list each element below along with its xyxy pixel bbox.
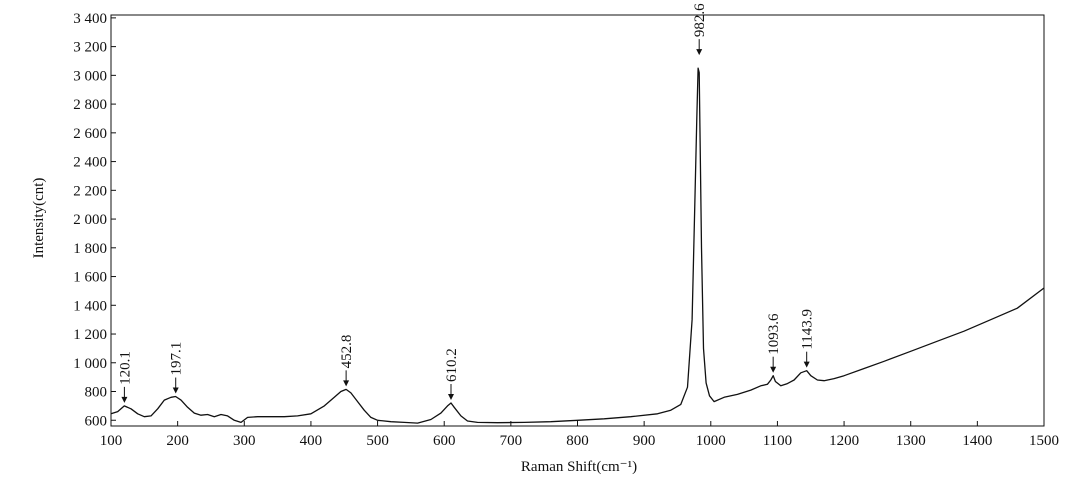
x-tick-label: 200 [166,433,189,449]
y-tick-label: 2 600 [73,126,107,142]
y-tick-label: 600 [85,413,108,429]
y-axis-title: Intensity(cnt) [31,178,47,259]
y-tick-label: 2 800 [73,97,107,113]
y-tick-label: 1 400 [73,298,107,314]
spectrum-line [110,67,1045,424]
x-tick-label: 1100 [763,433,792,449]
x-tick-label: 700 [500,433,523,449]
peak-label: 120.1 [117,351,133,385]
x-tick-label: 500 [366,433,389,449]
y-tick-label: 3 000 [73,68,107,84]
x-tick-label: 1000 [696,433,726,449]
x-tick-label: 600 [433,433,456,449]
peak-label: 982.6 [692,3,708,37]
x-tick-label: 1300 [896,433,926,449]
peak-arrow-head [172,387,179,394]
y-tick-label: 2 200 [73,183,107,199]
peak-label: 1143.9 [800,309,816,350]
peak-label: 197.1 [169,342,185,376]
peak-arrow-head [343,380,350,387]
x-tick-label: 800 [566,433,589,449]
x-tick-label: 1400 [962,433,992,449]
peak-arrow-head [696,49,703,56]
peak-label: 452.8 [339,335,355,369]
y-tick-label: 1 000 [73,356,107,372]
y-tick-label: 1 200 [73,327,107,343]
peak-arrow-head [448,394,455,401]
y-tick-label: 3 400 [73,11,107,27]
x-tick-label: 100 [100,433,123,449]
y-tick-label: 1 800 [73,241,107,257]
y-tick-label: 2 000 [73,212,107,228]
y-tick-label: 3 200 [73,40,107,56]
peak-arrow-head [121,396,128,403]
plot-frame [110,14,1045,427]
peak-arrow-head [770,366,777,373]
y-tick-label: 2 400 [73,155,107,171]
x-tick-label: 400 [300,433,323,449]
x-tick-label: 1500 [1029,433,1059,449]
x-axis-title: Raman Shift(cm⁻¹) [521,459,637,475]
peak-label: 610.2 [444,348,460,382]
x-tick-label: 300 [233,433,256,449]
x-tick-label: 900 [633,433,656,449]
peak-label: 1093.6 [766,313,782,355]
y-tick-label: 800 [85,385,108,401]
x-tick-label: 1200 [829,433,859,449]
y-tick-label: 1 600 [73,270,107,286]
peak-arrow-head [803,361,810,368]
